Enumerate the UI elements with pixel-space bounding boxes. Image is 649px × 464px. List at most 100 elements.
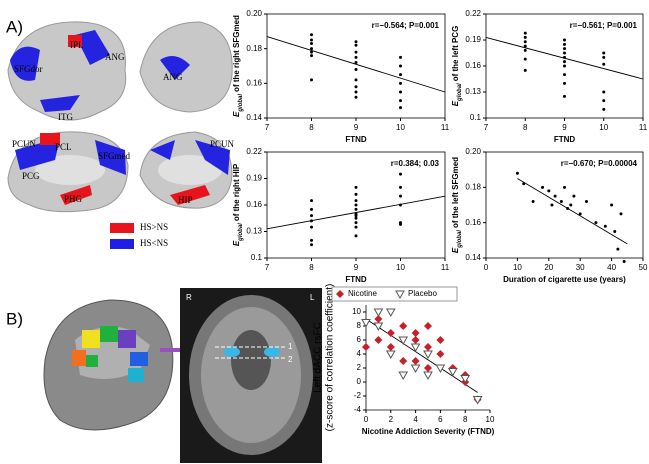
point [354, 95, 358, 99]
y-axis-label: (z-score of correlation coefficient) [325, 284, 336, 432]
x-tick-label: 9 [562, 123, 567, 132]
x-tick-label: 8 [309, 123, 314, 132]
point [559, 199, 563, 203]
legend-swatch [110, 239, 134, 249]
y-tick-label: 0.18 [465, 182, 481, 191]
y-tick-label: 0.18 [246, 44, 262, 53]
point [523, 57, 527, 61]
point [354, 214, 358, 218]
point [411, 357, 420, 365]
y-label-text: of the left SFGmed [451, 157, 460, 228]
mri-label: R [186, 293, 192, 302]
point [563, 81, 566, 85]
y-label-symbol: E [232, 111, 241, 117]
y-tick-label: 0.14 [465, 253, 481, 262]
point [522, 182, 526, 186]
mri-label: L [310, 293, 315, 302]
point [399, 73, 402, 77]
point [385, 350, 396, 360]
x-tick-label: 4 [413, 415, 418, 424]
point [563, 47, 566, 51]
x-tick-label: 10 [513, 263, 522, 272]
x-axis-label: Nicotine Addiction Severity (FTND) [362, 427, 495, 436]
point [410, 364, 421, 374]
y-tick-label: 10 [352, 307, 361, 316]
y-tick-label: -2 [354, 391, 362, 400]
x-tick-label: 6 [438, 415, 443, 424]
point [563, 73, 566, 77]
point [399, 81, 402, 85]
brain-views [7, 21, 233, 213]
point [472, 396, 483, 405]
point [373, 322, 384, 332]
y-tick-label: 4 [357, 349, 362, 358]
point [594, 221, 598, 225]
point [310, 225, 313, 229]
point [411, 336, 420, 344]
point [613, 230, 617, 233]
point [354, 185, 358, 189]
x-tick-label: 7 [265, 123, 270, 132]
x-tick-label: 40 [607, 263, 616, 272]
point [460, 375, 471, 384]
point [602, 107, 606, 111]
point [399, 55, 402, 59]
x-tick-label: 10 [486, 415, 495, 424]
panel-label: B) [6, 309, 23, 328]
region-label: PCUN [12, 139, 37, 149]
x-tick-label: 2 [389, 415, 394, 424]
x-tick-label: 20 [544, 263, 553, 272]
point [354, 225, 358, 229]
y-tick-label: 0.16 [246, 78, 262, 87]
point [553, 194, 557, 198]
point [523, 40, 527, 44]
y-tick-label: 0.1 [251, 253, 263, 262]
brain-labels: IPL ANG SFGdor ITG ANG PCUN PCL SFGmed P… [12, 40, 235, 205]
point [424, 343, 432, 351]
point [310, 207, 313, 211]
point [399, 185, 402, 189]
y-tick-label: 2 [357, 363, 362, 372]
y-label-symbol: E [232, 240, 241, 246]
point [602, 62, 606, 66]
point [616, 247, 620, 251]
x-tick-label: 0 [364, 415, 369, 424]
point [423, 371, 433, 381]
point [399, 322, 408, 330]
legend-marker [395, 290, 405, 300]
region-label: PHG [64, 194, 83, 204]
point [584, 199, 588, 203]
y-label-sub: global [457, 83, 463, 102]
point [310, 41, 313, 45]
y-tick-label: 6 [357, 335, 362, 344]
point [563, 51, 566, 55]
point [385, 308, 396, 318]
point [310, 50, 313, 54]
point [399, 99, 402, 103]
region-label: ANG [105, 52, 125, 62]
point [523, 44, 527, 48]
y-label-sub: global [238, 94, 244, 113]
point [550, 203, 554, 207]
point [354, 78, 358, 82]
region-label: HIP [178, 195, 193, 205]
y-tick-label: 0.16 [465, 218, 481, 227]
point [373, 308, 384, 318]
y-tick-label: 0.13 [246, 227, 262, 236]
point [399, 203, 402, 207]
point [563, 42, 566, 46]
mri-label: 1 [288, 342, 293, 351]
y-tick-label: 0.22 [246, 147, 262, 156]
point [399, 106, 402, 110]
point [563, 64, 566, 68]
point [602, 55, 606, 59]
x-axis-label: FTND [345, 275, 367, 284]
point [563, 38, 566, 42]
y-tick-label: 0.20 [465, 147, 481, 156]
point [399, 357, 408, 365]
point [362, 343, 370, 351]
y-axis-label: Eglobal of the right HIP [232, 163, 243, 246]
y-label-symbol: E [451, 247, 460, 253]
mri-label: 2 [288, 355, 293, 364]
region-label: ITG [58, 112, 73, 122]
